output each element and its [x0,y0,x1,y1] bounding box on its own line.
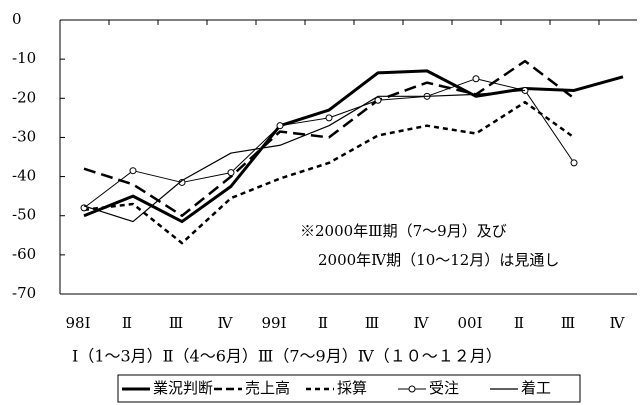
legend-label: 受注 [429,379,459,397]
y-tick-label: -10 [12,49,36,67]
x-note: Ⅰ（1～3月）Ⅱ（4～6月）Ⅲ（7～9月）Ⅳ（１０～１２月） [72,347,502,366]
x-tick-label: Ⅳ [218,314,234,332]
x-tick-label: Ⅳ [610,314,626,332]
y-tick-label: -60 [12,245,36,263]
series-line [83,69,624,224]
x-tick-label: Ⅱ [122,314,132,332]
y-tick-label: -50 [12,206,36,224]
legend-label: 業況判断 [153,379,213,397]
x-tick-label: Ⅲ [561,314,575,332]
series-line [83,89,526,223]
point-marker [374,96,382,104]
x-tick-label: Ⅲ [169,314,183,332]
x-tick-label: 98Ⅰ [65,314,90,332]
x-tick-label: Ⅳ [414,314,430,332]
legend-label: 着工 [521,379,551,397]
y-tick-label: -20 [12,88,36,106]
legend-marker [408,385,416,393]
point-marker [227,169,235,177]
x-tick-label: Ⅱ [514,314,524,332]
point-marker [129,167,137,175]
x-tick-label: Ⅲ [365,314,379,332]
point-marker [276,122,284,130]
y-tick-label: -30 [12,127,36,145]
series-line [83,78,575,209]
legend-label: 売上高 [245,379,290,397]
legend-label: 採算 [337,379,367,397]
legend-box [117,374,581,403]
series-line [83,100,575,245]
x-tick-label: 99Ⅰ [261,314,286,332]
annotation: 2000年Ⅳ期（10～12月）は見通し [318,251,559,269]
y-tick-label: -70 [12,284,36,302]
point-marker [325,114,333,122]
annotation: ※2000年Ⅲ期（7～9月）及び [300,222,507,240]
x-tick-label: 00Ⅰ [457,314,482,332]
series-line [83,59,575,217]
y-tick-label: -40 [12,167,36,185]
point-marker [472,75,480,83]
point-marker [80,204,88,212]
y-tick-label: 0 [12,10,22,28]
point-marker [570,159,578,167]
x-tick-label: Ⅱ [318,314,328,332]
